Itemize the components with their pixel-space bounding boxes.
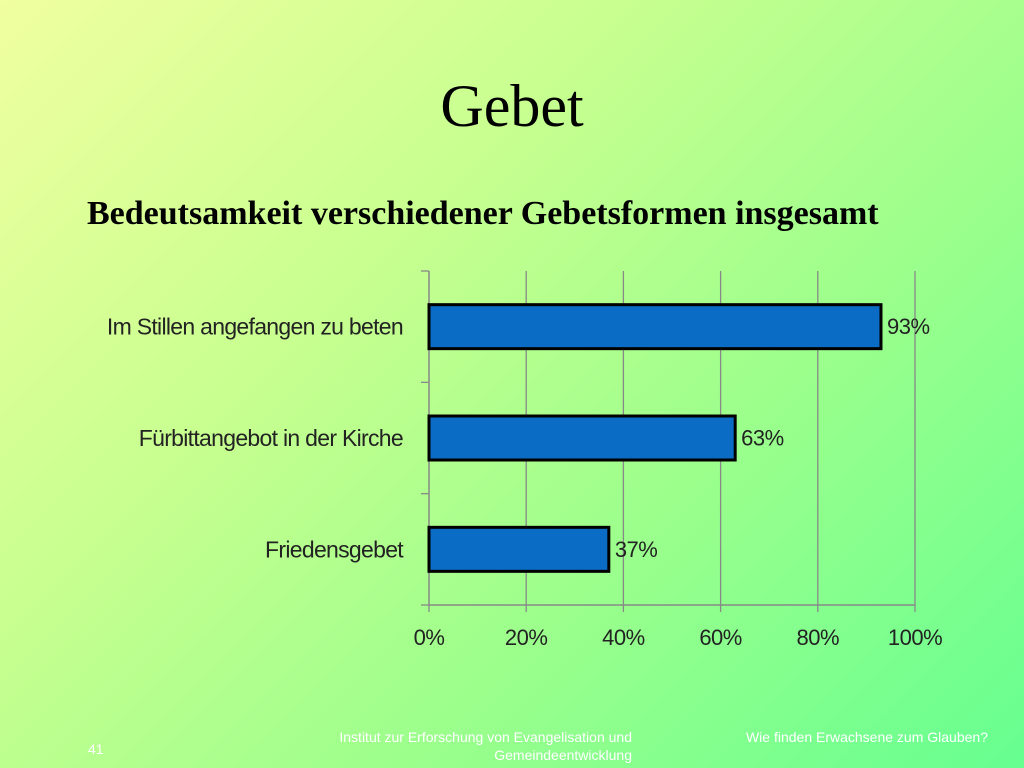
x-tick-label: 0%: [414, 625, 445, 650]
data-label: 37%: [615, 537, 658, 562]
x-tick-label: 100%: [888, 625, 942, 650]
x-tick-label: 40%: [602, 625, 645, 650]
footer-presentation-title: Wie finden Erwachsene zum Glauben?: [745, 729, 988, 745]
category-label: Friedensgebet: [265, 536, 404, 562]
page-number: 41: [88, 741, 104, 757]
category-label: Fürbittangebot in der Kirche: [139, 425, 403, 451]
bar: [427, 303, 883, 351]
chart-subtitle: Bedeutsamkeit verschiedener Gebetsformen…: [87, 195, 879, 232]
x-tick-label: 60%: [699, 625, 742, 650]
footer-institute: Institut zur Erforschung von Evangelisat…: [339, 729, 632, 763]
slide-title: Gebet: [440, 73, 584, 139]
x-tick-label: 80%: [797, 625, 840, 650]
x-tick-label: 20%: [505, 625, 548, 650]
bar: [427, 525, 611, 573]
bar: [427, 414, 737, 462]
category-label: Im Stillen angefangen zu beten: [107, 314, 403, 340]
data-label: 93%: [887, 314, 930, 339]
data-label: 63%: [741, 426, 784, 451]
